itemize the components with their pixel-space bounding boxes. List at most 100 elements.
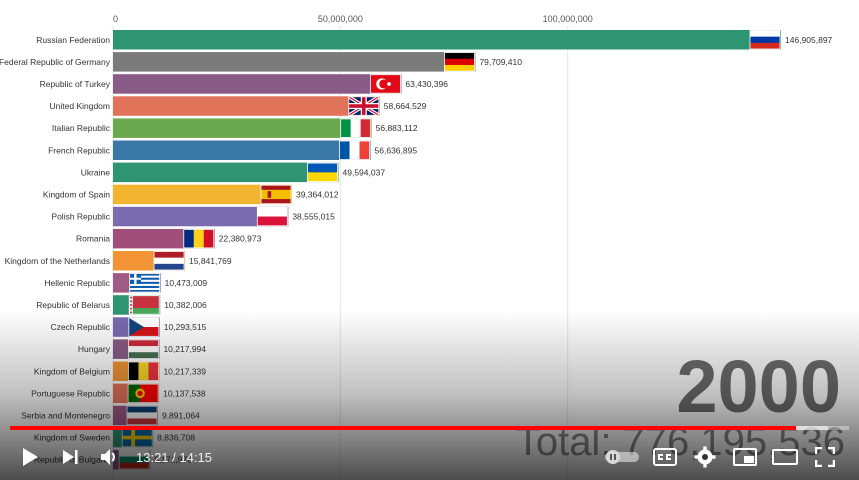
progress-bar[interactable] — [10, 426, 849, 430]
play-icon — [23, 448, 38, 466]
poland-flag-icon — [256, 206, 288, 227]
turkey-flag-icon — [370, 74, 401, 94]
autoplay-toggle-icon — [605, 450, 639, 464]
value-label: 10,217,339 — [163, 366, 206, 376]
value-label: 10,293,515 — [164, 322, 207, 332]
bar-group: Kingdom of the Netherlands 15,841,769 — [5, 251, 232, 271]
miniplayer-icon — [733, 448, 757, 466]
bar-group: Polish Republic 38,555,015 — [51, 206, 335, 227]
subtitles-icon — [653, 448, 677, 466]
x-tick-label: 0 — [113, 14, 118, 24]
miniplayer-button[interactable] — [725, 437, 765, 477]
play-button[interactable] — [10, 437, 50, 477]
bar-group: Federal Republic of Germany 79,709,410 — [0, 52, 522, 72]
value-label: 9,891,064 — [162, 410, 200, 420]
bar — [113, 74, 402, 94]
portugal-flag-icon — [127, 383, 159, 404]
bar-group: Czech Republic 10,293,515 — [50, 317, 207, 337]
romania-flag-icon — [183, 228, 215, 249]
category-label: Portuguese Republic — [31, 388, 111, 398]
bar — [113, 118, 372, 138]
category-label: Romania — [76, 234, 110, 244]
category-label: Hungary — [78, 344, 111, 354]
bar-group: Russian Federation 146,905,897 — [36, 30, 833, 50]
bar-group: Republic of Belarus 10,382,006 — [36, 295, 207, 315]
category-label: Ukraine — [81, 167, 111, 177]
value-label: 56,636,895 — [375, 145, 418, 155]
bar-group: Hungary 10,217,994 — [78, 339, 206, 359]
value-label: 38,555,015 — [292, 212, 335, 222]
bar-group: Hellenic Republic 10,473,009 — [44, 273, 207, 293]
czech-flag-icon — [128, 317, 160, 337]
value-label: 15,841,769 — [189, 256, 232, 266]
bar-group: Kingdom of Belgium 10,217,339 — [34, 361, 206, 381]
category-label: Hellenic Republic — [44, 278, 110, 288]
bar-group: Republic of Turkey 63,430,396 — [40, 74, 448, 94]
settings-button[interactable] — [685, 437, 725, 477]
category-label: Serbia and Montenegro — [21, 410, 110, 420]
value-label: 10,137,538 — [163, 388, 206, 398]
spain-flag-icon — [260, 184, 292, 205]
progress-played — [10, 426, 797, 430]
category-label: Polish Republic — [51, 212, 110, 222]
value-label: 79,709,410 — [479, 57, 522, 67]
uk-flag-icon — [347, 95, 380, 117]
bar-group: Kingdom of Spain 39,364,012 — [43, 184, 339, 205]
value-label: 56,883,112 — [376, 123, 418, 133]
category-label: French Republic — [48, 145, 111, 155]
serbia-montenegro-flag-icon — [126, 405, 158, 426]
bar-group: Italian Republic 56,883,112 — [52, 118, 418, 138]
bar-group: French Republic 56,636,895 — [48, 140, 418, 160]
value-label: 10,217,994 — [163, 344, 206, 354]
value-label: 63,430,396 — [405, 79, 448, 89]
bar — [113, 162, 339, 183]
value-label: 146,905,897 — [785, 35, 833, 45]
value-label: 49,594,037 — [343, 167, 386, 177]
next-icon — [63, 450, 78, 464]
france-flag-icon — [339, 140, 370, 160]
category-label: Kingdom of Spain — [43, 189, 110, 199]
subtitles-button[interactable] — [645, 437, 685, 477]
category-label: Federal Republic of Germany — [0, 57, 111, 67]
theater-icon — [772, 449, 798, 465]
x-tick-label: 50,000,000 — [318, 14, 363, 24]
category-label: Republic of Turkey — [40, 79, 111, 89]
fullscreen-icon — [815, 447, 835, 467]
duration: 14:15 — [179, 449, 212, 465]
next-button[interactable] — [50, 437, 90, 477]
time-display: 13:21 / 14:15 — [136, 450, 212, 465]
belarus-flag-icon — [128, 295, 160, 315]
bar-group: Portuguese Republic 10,137,538 — [31, 383, 206, 404]
x-tick-label: 100,000,000 — [543, 14, 593, 24]
current-time: 13:21 — [136, 449, 169, 465]
value-label: 10,473,009 — [165, 278, 208, 288]
category-label: Kingdom of the Netherlands — [5, 256, 110, 266]
bar — [113, 140, 371, 160]
fullscreen-button[interactable] — [805, 437, 845, 477]
player-controls: 13:21 / 14:15 — [0, 434, 859, 480]
bar — [113, 30, 781, 50]
volume-button[interactable] — [90, 437, 130, 477]
hungary-flag-icon — [128, 339, 159, 359]
year-label: 2000 — [676, 345, 841, 428]
theater-button[interactable] — [765, 437, 805, 477]
volume-icon — [101, 449, 115, 465]
bar — [113, 96, 380, 116]
category-label: Russian Federation — [36, 35, 110, 45]
value-label: 22,380,973 — [219, 234, 262, 244]
bar-group: Ukraine 49,594,037 — [81, 162, 386, 183]
category-label: Kingdom of Belgium — [34, 366, 110, 376]
bar-group: Romania 22,380,973 — [76, 228, 262, 249]
ukraine-flag-icon — [307, 162, 338, 183]
category-label: Czech Republic — [50, 322, 110, 332]
settings-icon — [694, 446, 716, 468]
bar — [113, 52, 476, 72]
bar-group: United Kingdom 58,664,529 — [50, 95, 427, 117]
category-label: Republic of Belarus — [36, 300, 110, 310]
time-separator: / — [168, 449, 180, 465]
category-label: Italian Republic — [52, 123, 111, 133]
autoplay-toggle[interactable] — [599, 437, 645, 477]
value-label: 39,364,012 — [296, 189, 339, 199]
bar — [113, 206, 289, 227]
